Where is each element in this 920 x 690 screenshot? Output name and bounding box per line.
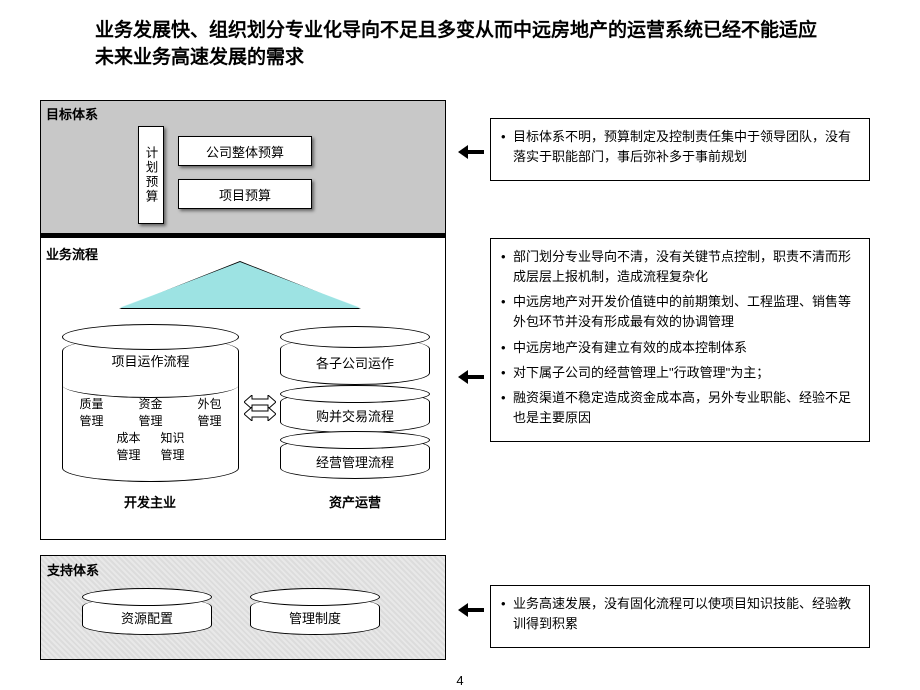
section2-label: 业务流程: [46, 244, 98, 263]
footer-left-label: 开发主业: [100, 492, 200, 511]
comment-3-item: 业务高速发展，没有固化流程可以使项目知识技能、经验教训得到积累: [501, 594, 859, 634]
support-cyl-1-label: 资源配置: [82, 608, 212, 627]
arrow-1-icon: [458, 145, 484, 159]
support-cyl-1-cap: [82, 588, 212, 606]
comment-2-item-1: 部门划分专业导向不清，没有关键节点控制，职责不清而形成层层上报机制，造成流程复杂…: [501, 247, 859, 287]
arrow-2-icon: [458, 370, 484, 384]
comment-box-3: 业务高速发展，没有固化流程可以使项目知识技能、经验教训得到积累: [490, 585, 870, 648]
comment-2-item-2: 中远房地产对开发价值链中的前期策划、工程监理、销售等外包环节并没有形成最有效的协…: [501, 292, 859, 332]
cell-fund: 资金管理: [138, 395, 162, 429]
budget-project-box: 项目预算: [178, 179, 312, 209]
cell-knowledge: 知识管理: [161, 429, 185, 463]
comment-2-item-3: 中远房地产没有建立有效的成本控制体系: [501, 338, 859, 358]
plan-budget-box: 计划预算: [138, 126, 164, 224]
double-arrow-icon: [244, 395, 276, 421]
triangle-icon: [120, 262, 360, 308]
right-cyl-1-label: 各子公司运作: [280, 353, 430, 372]
footer-right-label: 资产运营: [305, 492, 405, 511]
comment-box-2: 部门划分专业导向不清，没有关键节点控制，职责不清而形成层层上报机制，造成流程复杂…: [490, 238, 870, 442]
support-cyl-2-label: 管理制度: [250, 608, 380, 627]
page-number: 4: [456, 673, 463, 688]
comment-2-item-5: 融资渠道不稳定造成资金成本高，另外专业职能、经验不足也是主要原因: [501, 388, 859, 428]
left-cylinder-grid: 质量管理 资金管理 外包管理 成本管理 知识管理: [62, 395, 239, 455]
cell-outsource: 外包管理: [197, 395, 221, 429]
section-divider: [40, 234, 446, 238]
comment-1-item: 目标体系不明，预算制定及控制责任集中于领导团队，没有落实于职能部门，事后弥补多于…: [501, 127, 859, 167]
arrow-3-icon: [458, 603, 484, 617]
left-cylinder-title: 项目运作流程: [62, 351, 239, 370]
right-cyl-3-label: 经营管理流程: [280, 452, 430, 471]
cell-quality: 质量管理: [79, 395, 103, 429]
right-cyl-3-cap: [280, 431, 430, 449]
comment-box-1: 目标体系不明，预算制定及控制责任集中于领导团队，没有落实于职能部门，事后弥补多于…: [490, 118, 870, 181]
section3-label: 支持体系: [47, 560, 99, 579]
comment-2-item-4: 对下属子公司的经营管理上"行政管理"为主；: [501, 363, 859, 383]
slide-title: 业务发展快、组织划分专业化导向不足且多变从而中远房地产的运营系统已经不能适应未来…: [95, 18, 835, 71]
right-cyl-2-label: 购并交易流程: [280, 406, 430, 425]
right-cyl-2-cap: [280, 385, 430, 403]
left-cylinder-cap: [62, 324, 239, 350]
budget-overall-box: 公司整体预算: [178, 136, 312, 166]
section1-label: 目标体系: [46, 104, 98, 123]
support-cyl-2-cap: [250, 588, 380, 606]
cell-cost: 成本管理: [116, 429, 140, 463]
right-cyl-1-cap: [280, 326, 430, 348]
